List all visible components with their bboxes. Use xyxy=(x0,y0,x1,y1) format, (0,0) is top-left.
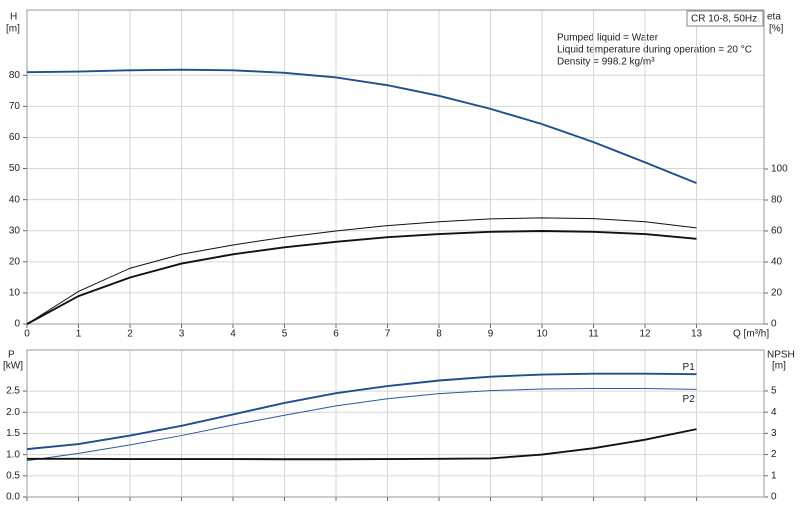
curve xyxy=(26,388,697,462)
x-tick-label: 8 xyxy=(436,329,442,340)
y2-label: eta xyxy=(767,12,781,23)
chart-title: CR 10-8, 50Hz xyxy=(691,14,757,25)
y2-tick-label: 0 xyxy=(771,319,777,330)
y2-tick-label: 5 xyxy=(771,386,777,397)
curve xyxy=(26,217,697,325)
y2-tick-label: 100 xyxy=(771,164,788,175)
y-tick-label: 2.0 xyxy=(6,407,20,418)
y-tick-label: 1.5 xyxy=(6,428,20,439)
y-tick-label: 80 xyxy=(9,70,21,81)
y2-tick-label: 0 xyxy=(771,492,777,503)
y-tick-label: 40 xyxy=(9,194,21,205)
curve xyxy=(26,372,697,451)
x-tick-label: 1 xyxy=(76,329,82,340)
y2-tick-label: 3 xyxy=(771,428,777,439)
plot-frame xyxy=(26,349,765,498)
x-tick-label: 11 xyxy=(588,329,599,340)
y-tick-label: 1.0 xyxy=(6,449,20,460)
y2-unit: [%] xyxy=(769,24,784,35)
series-label: P1 xyxy=(683,362,696,373)
y-tick-label: 20 xyxy=(9,256,21,267)
y-tick-label: 60 xyxy=(9,132,21,143)
y2-tick-label: 60 xyxy=(771,226,783,237)
x-tick-label: 3 xyxy=(179,329,185,340)
x-tick-label: 0 xyxy=(24,329,30,340)
x-label: Q [m³/h] xyxy=(733,329,769,340)
y-tick-label: 0 xyxy=(14,319,20,330)
plot-frame xyxy=(26,9,765,325)
y2-tick-label: 80 xyxy=(771,195,783,206)
y-tick-label: 70 xyxy=(9,101,21,112)
y2-tick-label: 2 xyxy=(771,449,777,460)
curve xyxy=(27,428,697,461)
y-unit: [m] xyxy=(6,24,20,35)
y-label: P xyxy=(8,350,15,361)
y2-tick-label: 4 xyxy=(771,407,777,418)
x-tick-label: 13 xyxy=(691,329,703,340)
y2-tick-label: 40 xyxy=(771,257,783,268)
series-label: P2 xyxy=(683,394,696,405)
y2-label: NPSH xyxy=(767,350,795,361)
y-unit: [kW] xyxy=(3,361,23,372)
annotation: Density = 998.2 kg/m³ xyxy=(557,57,655,68)
x-tick-label: 4 xyxy=(230,329,236,340)
x-tick-label: 9 xyxy=(488,329,494,340)
y-tick-label: 2.5 xyxy=(6,386,20,397)
y-tick-label: 0.0 xyxy=(6,492,20,503)
curve xyxy=(26,68,697,185)
y-tick-label: 10 xyxy=(9,288,21,299)
x-tick-label: 6 xyxy=(333,329,339,340)
title-box xyxy=(686,10,764,27)
y-tick-label: 50 xyxy=(9,163,21,174)
x-tick-label: 5 xyxy=(282,329,288,340)
x-tick-label: 2 xyxy=(127,329,133,340)
y-tick-label: 30 xyxy=(9,225,21,236)
curve xyxy=(26,230,697,325)
annotation: Pumped liquid = Water xyxy=(557,33,659,44)
y2-tick-label: 1 xyxy=(771,470,777,481)
x-tick-label: 10 xyxy=(536,329,548,340)
y-label: H xyxy=(10,12,17,23)
annotation: Liquid temperature during operation = 20… xyxy=(557,45,752,56)
y2-unit: [m] xyxy=(772,361,786,372)
x-tick-label: 7 xyxy=(385,329,391,340)
y-tick-label: 0.5 xyxy=(6,470,20,481)
y2-tick-label: 20 xyxy=(771,288,783,299)
x-tick-label: 12 xyxy=(639,329,651,340)
